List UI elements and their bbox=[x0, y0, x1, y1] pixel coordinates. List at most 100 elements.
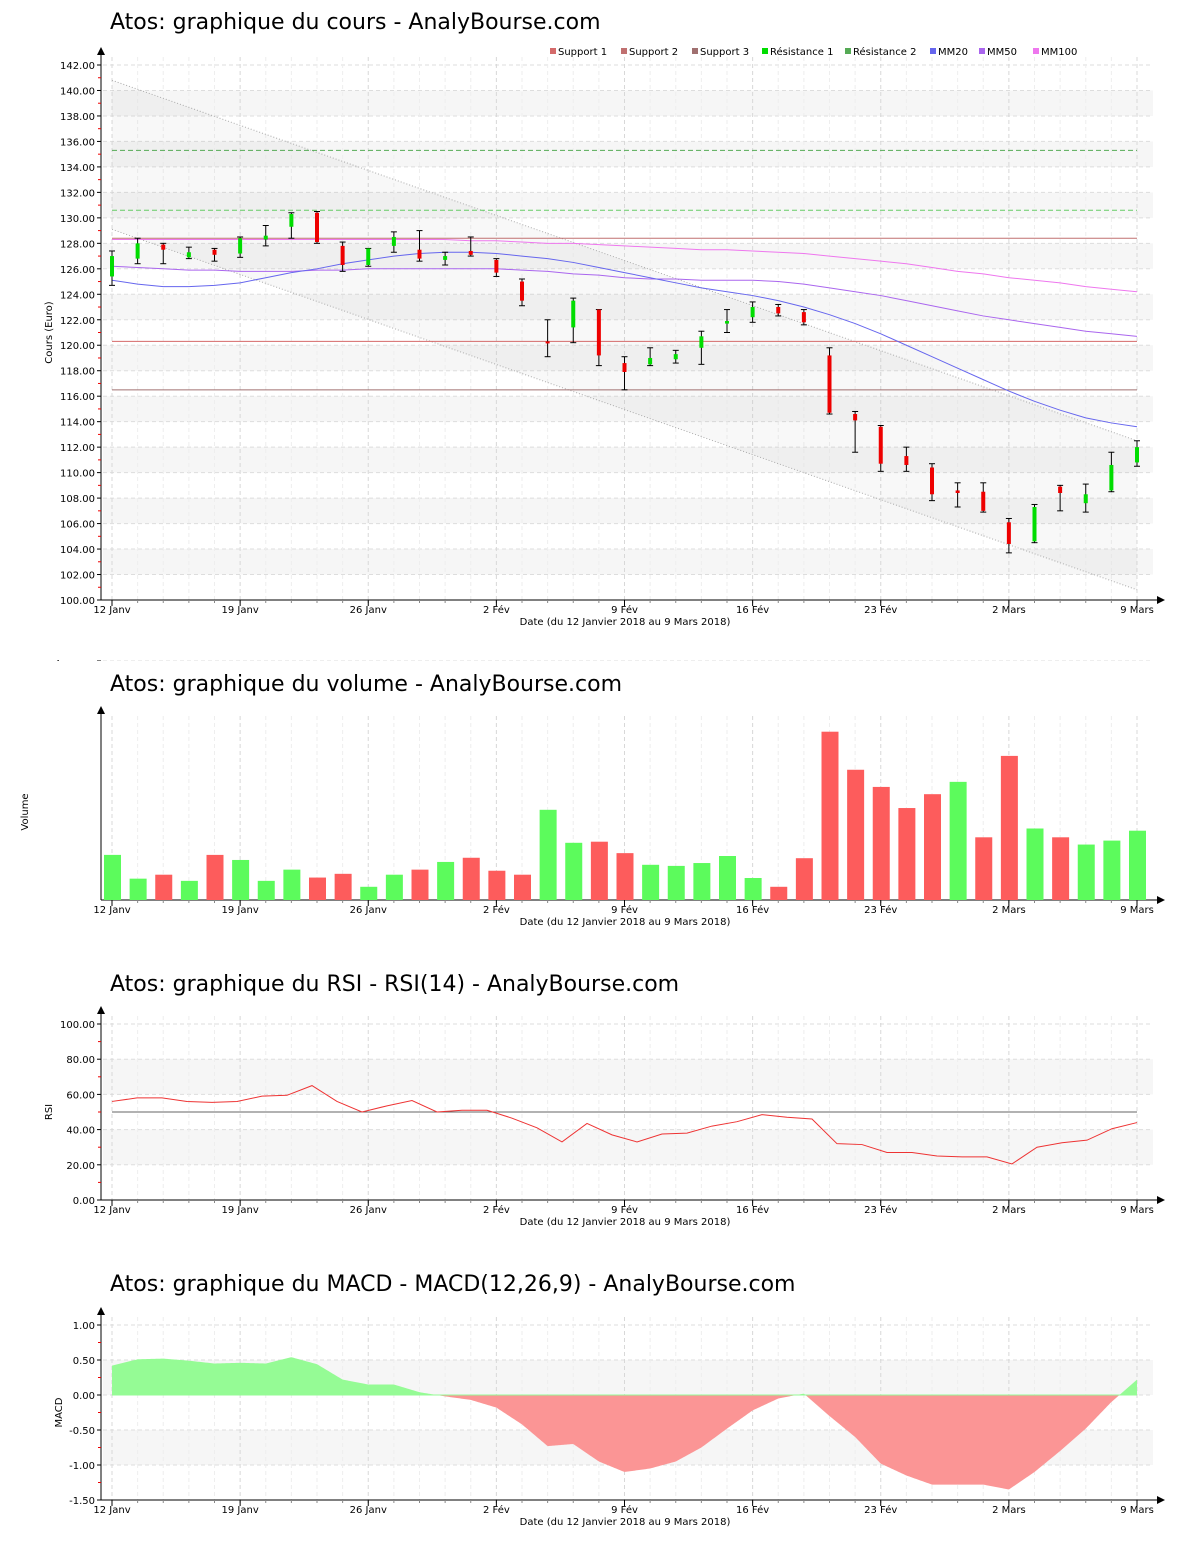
price-chart-title: Atos: graphique du cours - AnalyBourse.c… bbox=[110, 10, 601, 35]
macd-negative-area bbox=[112, 1395, 1137, 1490]
x-tick-label: 16 Fév bbox=[736, 1204, 769, 1216]
candle bbox=[877, 424, 884, 472]
volume-bar bbox=[257, 880, 275, 900]
candle bbox=[1031, 503, 1038, 544]
candle bbox=[595, 309, 602, 367]
volume-bar bbox=[1077, 844, 1095, 900]
legend-label: Support 1 bbox=[558, 47, 607, 58]
y-tick-label: 200,000.00 bbox=[38, 660, 95, 663]
x-tick-label: 16 Fév bbox=[736, 1504, 769, 1516]
legend-label: MM50 bbox=[987, 47, 1017, 58]
y-tick-label: 80.00 bbox=[66, 1055, 95, 1066]
y-tick-label: 142.00 bbox=[60, 61, 95, 72]
x-tick-label: 12 Janv bbox=[93, 1505, 130, 1516]
candle bbox=[109, 250, 115, 286]
legend-swatch-icon bbox=[979, 48, 985, 54]
y-tick-label: 400,000.00 bbox=[38, 660, 95, 663]
candle bbox=[903, 446, 910, 472]
macd-positive-area bbox=[112, 1357, 1137, 1395]
y-tick-label: 122.00 bbox=[60, 316, 95, 327]
candle bbox=[365, 247, 372, 267]
legend-swatch-icon bbox=[930, 48, 936, 54]
x-tick-label: 12 Janv bbox=[93, 605, 130, 616]
x-tick-label: 19 Janv bbox=[222, 905, 259, 916]
rsi-chart-title: Atos: graphique du RSI - RSI(14) - Analy… bbox=[110, 972, 680, 997]
y-tick-label: 136.00 bbox=[60, 137, 95, 148]
x-tick-label: 23 Fév bbox=[864, 1204, 897, 1216]
legend-label: Support 2 bbox=[629, 47, 678, 58]
x-tick-label: 9 Fév bbox=[611, 604, 638, 616]
y-tick-label: 138.00 bbox=[60, 112, 95, 123]
y-axis-label: Cours (Euro) bbox=[44, 301, 55, 364]
candle bbox=[442, 251, 449, 266]
volume-panel: Atos: graphique du volume - AnalyBourse.… bbox=[0, 660, 1200, 940]
y-tick-label: 40.00 bbox=[66, 1126, 95, 1137]
candle bbox=[1005, 517, 1012, 554]
volume-bar bbox=[898, 808, 916, 900]
x-axis-label: Date (du 12 Janvier 2018 au 9 Mars 2018) bbox=[520, 917, 731, 928]
y-tick-label: 140.00 bbox=[60, 86, 95, 97]
y-axis-label: Volume bbox=[20, 793, 31, 830]
x-axis-label: Date (du 12 Janvier 2018 au 9 Mars 2018) bbox=[520, 1517, 731, 1528]
x-tick-label: 2 Mars bbox=[992, 1205, 1026, 1216]
y-tick-label: 500,000.00 bbox=[38, 660, 95, 663]
candle bbox=[1057, 484, 1064, 512]
volume-bar bbox=[847, 769, 865, 900]
candle bbox=[160, 242, 167, 265]
volume-bar bbox=[795, 858, 813, 900]
candle bbox=[647, 347, 654, 367]
y-tick-label: 106.00 bbox=[60, 520, 95, 531]
volume-bar bbox=[1000, 755, 1018, 900]
legend-label: Support 3 bbox=[700, 47, 749, 58]
candle bbox=[134, 237, 141, 265]
volume-bar bbox=[1052, 837, 1070, 900]
candle bbox=[237, 236, 244, 258]
candle bbox=[724, 309, 730, 333]
x-tick-label: 9 Mars bbox=[1120, 605, 1154, 616]
y-tick-label: 1.00 bbox=[73, 1321, 95, 1332]
y-tick-label: 126.00 bbox=[60, 265, 95, 276]
plot-frame: 0.00 20.00 40.00 60.00 80.00 100.00 12 Janv 19 … bbox=[44, 1006, 1165, 1228]
legend-swatch-icon bbox=[762, 48, 768, 54]
rsi-chart: 0.00 20.00 40.00 60.00 80.00 100.00 12 Janv 19 … bbox=[44, 1006, 1165, 1228]
candle bbox=[1134, 440, 1140, 467]
mm20-line bbox=[111, 251, 1138, 428]
x-tick-label: 19 Janv bbox=[222, 605, 259, 616]
y-tick-label: 102.00 bbox=[60, 571, 95, 582]
volume-bar bbox=[232, 859, 250, 900]
legend-item: Support 3 bbox=[692, 47, 749, 58]
x-tick-label: 9 Mars bbox=[1120, 1505, 1154, 1516]
volume-bar bbox=[975, 837, 993, 900]
candle bbox=[519, 278, 525, 307]
x-tick-label: 2 Fév bbox=[483, 1504, 510, 1516]
price-panel: Atos: graphique du cours - AnalyBourse.c… bbox=[0, 0, 1200, 640]
y-tick-label: 116.00 bbox=[60, 392, 95, 403]
y-tick-label: -1.00 bbox=[69, 1461, 95, 1472]
y-tick-label: 124.00 bbox=[60, 290, 95, 301]
y-tick-label: 800,000.00 bbox=[38, 660, 95, 663]
x-tick-label: 19 Janv bbox=[222, 1205, 259, 1216]
y-tick-label: 104.00 bbox=[60, 545, 95, 556]
candle bbox=[698, 330, 705, 365]
volume-bar bbox=[1026, 828, 1044, 900]
x-axis-label: Date (du 12 Janvier 2018 au 9 Mars 2018) bbox=[520, 617, 731, 628]
legend-label: Résistance 1 bbox=[770, 46, 833, 58]
legend-label: MM20 bbox=[938, 47, 968, 58]
volume-bar bbox=[462, 857, 480, 900]
y-tick-label: 134.00 bbox=[60, 163, 95, 174]
candle bbox=[929, 463, 935, 502]
volume-bar bbox=[949, 781, 967, 900]
y-tick-label: 130.00 bbox=[60, 214, 95, 225]
volume-bar bbox=[590, 841, 608, 900]
candle bbox=[1108, 451, 1115, 493]
y-tick-label: 100,000.00 bbox=[38, 660, 95, 663]
y-axis-arrow-icon bbox=[97, 706, 105, 714]
x-tick-label: 19 Janv bbox=[222, 1505, 259, 1516]
legend-swatch-icon bbox=[1033, 48, 1039, 54]
candle bbox=[980, 482, 987, 513]
volume-bar bbox=[104, 854, 121, 900]
candle bbox=[390, 231, 397, 253]
candle bbox=[954, 482, 961, 508]
y-axis-label: MACD bbox=[54, 1397, 65, 1427]
volume-bar bbox=[206, 854, 224, 900]
